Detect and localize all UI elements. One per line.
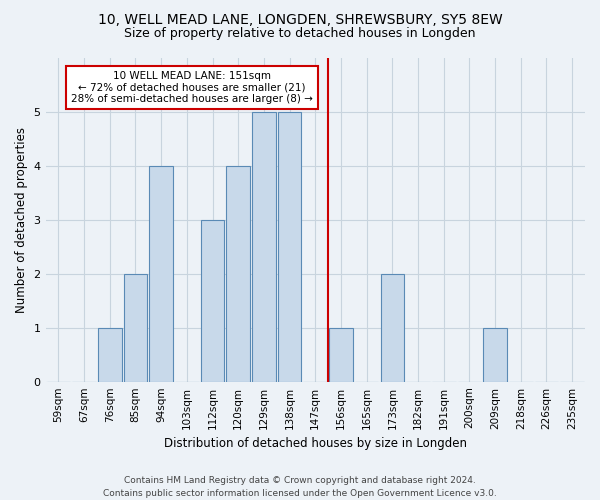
Bar xyxy=(124,274,147,382)
Bar xyxy=(149,166,173,382)
Bar xyxy=(252,112,276,382)
Text: Contains HM Land Registry data © Crown copyright and database right 2024.
Contai: Contains HM Land Registry data © Crown c… xyxy=(103,476,497,498)
Bar xyxy=(329,328,353,382)
Text: 10, WELL MEAD LANE, LONGDEN, SHREWSBURY, SY5 8EW: 10, WELL MEAD LANE, LONGDEN, SHREWSBURY,… xyxy=(98,12,502,26)
Text: 10 WELL MEAD LANE: 151sqm
← 72% of detached houses are smaller (21)
28% of semi-: 10 WELL MEAD LANE: 151sqm ← 72% of detac… xyxy=(71,71,313,104)
Bar xyxy=(380,274,404,382)
Text: Size of property relative to detached houses in Longden: Size of property relative to detached ho… xyxy=(124,28,476,40)
Bar xyxy=(226,166,250,382)
Bar xyxy=(278,112,301,382)
Bar xyxy=(98,328,122,382)
X-axis label: Distribution of detached houses by size in Longden: Distribution of detached houses by size … xyxy=(164,437,467,450)
Y-axis label: Number of detached properties: Number of detached properties xyxy=(15,126,28,312)
Bar xyxy=(201,220,224,382)
Bar xyxy=(483,328,507,382)
